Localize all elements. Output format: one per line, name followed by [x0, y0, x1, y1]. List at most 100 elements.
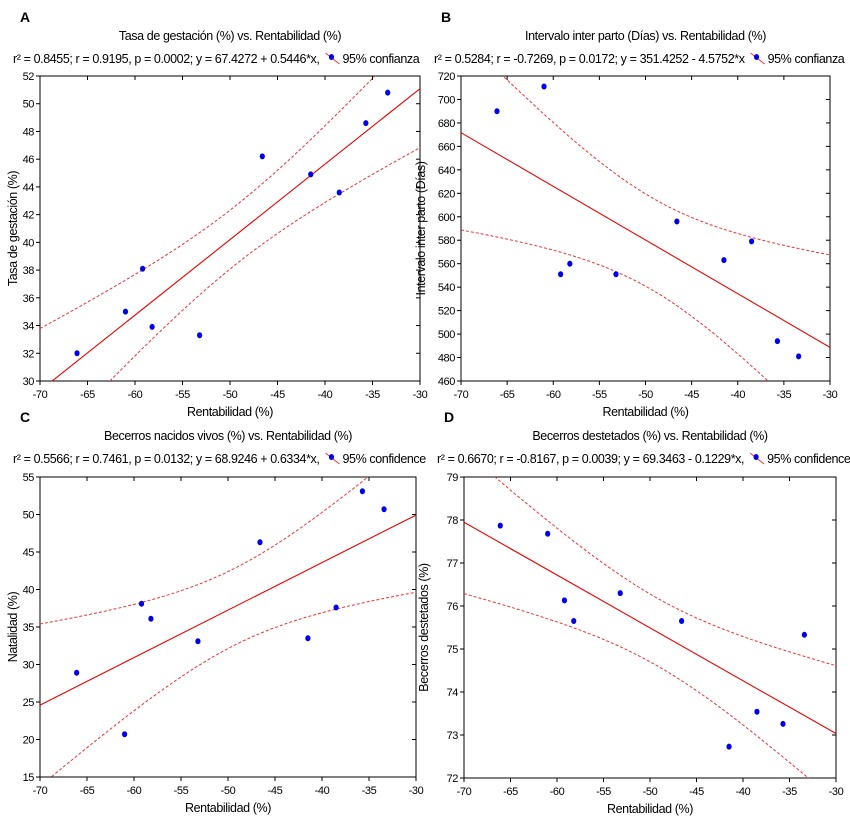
data-point	[257, 539, 263, 546]
y-tick-label: 52	[23, 71, 35, 83]
data-point	[679, 618, 685, 625]
data-point	[359, 488, 366, 495]
data-point	[122, 731, 128, 738]
data-point	[385, 89, 391, 96]
y-tick-label: 30	[23, 376, 35, 388]
data-point	[541, 83, 547, 90]
regression-stats: r² = 0.6670; r = -0.8167, p = 0.0039; y …	[437, 452, 744, 466]
y-tick-label: 580	[438, 235, 455, 247]
confidence-upper	[40, 76, 376, 330]
x-tick-label: -55	[174, 785, 189, 797]
data-point	[801, 631, 807, 638]
x-tick-label: -35	[365, 389, 380, 401]
data-point	[148, 615, 154, 622]
x-tick-label: -70	[457, 786, 472, 798]
x-tick-label: -30	[829, 786, 844, 798]
y-tick-label: 40	[23, 585, 35, 597]
data-point	[74, 350, 80, 357]
data-point	[774, 338, 781, 345]
plot-area	[40, 477, 416, 777]
data-point	[259, 153, 265, 160]
confidence-upper	[502, 76, 830, 256]
x-tick-label: -70	[33, 785, 48, 797]
regression-line	[461, 132, 830, 348]
plot-frame	[39, 476, 417, 778]
chart-title: Tasa de gestación (%) vs. Rentabilidad (…	[119, 29, 341, 43]
plot-area	[40, 76, 420, 381]
x-tick-label: -65	[80, 389, 95, 401]
x-tick-label: -45	[268, 785, 283, 797]
data-point	[138, 600, 145, 607]
chart-title: Becerros destetados (%) vs. Rentabilidad…	[532, 429, 768, 443]
data-point	[305, 635, 311, 642]
y-tick-label: 700	[438, 94, 455, 106]
panel-letter: D	[444, 409, 454, 425]
y-tick-label: 48	[23, 126, 35, 138]
x-tick-label: -50	[221, 785, 236, 797]
x-axis-label: Rentabilidad (%)	[187, 405, 273, 419]
y-tick-label: 77	[447, 558, 459, 570]
y-tick-label: 42	[23, 210, 35, 222]
y-tick-label: 78	[447, 515, 459, 527]
data-point	[558, 271, 564, 278]
y-tick-label: 460	[438, 376, 455, 388]
y-tick-label: 50	[23, 510, 35, 522]
data-point	[149, 323, 155, 330]
plot-frame	[460, 75, 831, 382]
regression-stats: r² = 0.8455; r = 0.9195, p = 0.0002; y =…	[13, 52, 319, 66]
panel-letter: B	[441, 9, 451, 25]
confidence-lower	[461, 229, 769, 381]
y-tick-label: 38	[23, 265, 35, 277]
panel-c: C Becerros nacidos vivos (%) vs. Rentabil…	[6, 409, 427, 815]
data-point	[780, 720, 786, 727]
regression-line	[51, 88, 420, 381]
legend-label: 95% confianza	[768, 52, 845, 66]
confidence-lower	[464, 593, 810, 778]
legend-label: 95% confianza	[342, 52, 419, 66]
x-tick-label: -70	[33, 389, 48, 401]
x-tick-label: -50	[223, 389, 238, 401]
data-point	[140, 265, 146, 272]
y-tick-label: 45	[23, 547, 35, 559]
data-point	[494, 108, 500, 115]
y-tick-label: 46	[23, 154, 35, 166]
regression-stats: r² = 0.5284; r = -0.7269, p = 0.0172; y …	[434, 52, 746, 66]
x-tick-label: -35	[782, 786, 797, 798]
panel-a: A Tasa de gestación (%) vs. Rentabilidad …	[6, 9, 428, 419]
x-tick-label: -55	[175, 389, 190, 401]
x-tick-label: -50	[638, 389, 653, 401]
x-tick-label: -60	[550, 786, 565, 798]
y-axis-label: Tasa de gestación (%)	[6, 171, 20, 287]
y-tick-label: 520	[438, 306, 455, 318]
y-tick-label: 20	[23, 735, 35, 747]
y-tick-label: 600	[438, 212, 455, 224]
legend-point-icon	[753, 54, 760, 60]
data-point	[754, 708, 760, 715]
legend-label: 95% confidence	[767, 452, 850, 466]
legend-label: 95% confidence	[342, 452, 426, 466]
data-point	[122, 308, 129, 315]
x-tick-label: -35	[777, 389, 792, 401]
y-tick-label: 36	[23, 293, 35, 305]
y-tick-label: 620	[438, 188, 455, 200]
x-tick-label: -70	[454, 389, 469, 401]
y-tick-label: 560	[438, 259, 455, 271]
y-tick-label: 35	[23, 622, 35, 634]
data-point	[561, 597, 568, 604]
panel-letter: C	[20, 409, 30, 425]
plot-area	[461, 76, 830, 381]
data-point	[567, 260, 573, 267]
confidence-lower	[109, 147, 420, 381]
x-tick-label: -45	[689, 786, 704, 798]
x-tick-label: -60	[128, 389, 143, 401]
y-tick-label: 640	[438, 165, 455, 177]
data-point	[748, 238, 755, 245]
y-axis-label: Natalidad (%)	[6, 592, 20, 663]
y-tick-label: 500	[438, 329, 455, 341]
confidence-upper	[494, 477, 836, 667]
y-tick-label: 76	[447, 601, 459, 613]
y-tick-label: 25	[23, 697, 35, 709]
x-tick-label: -60	[127, 785, 142, 797]
x-tick-label: -50	[643, 786, 658, 798]
y-tick-label: 15	[23, 772, 35, 784]
